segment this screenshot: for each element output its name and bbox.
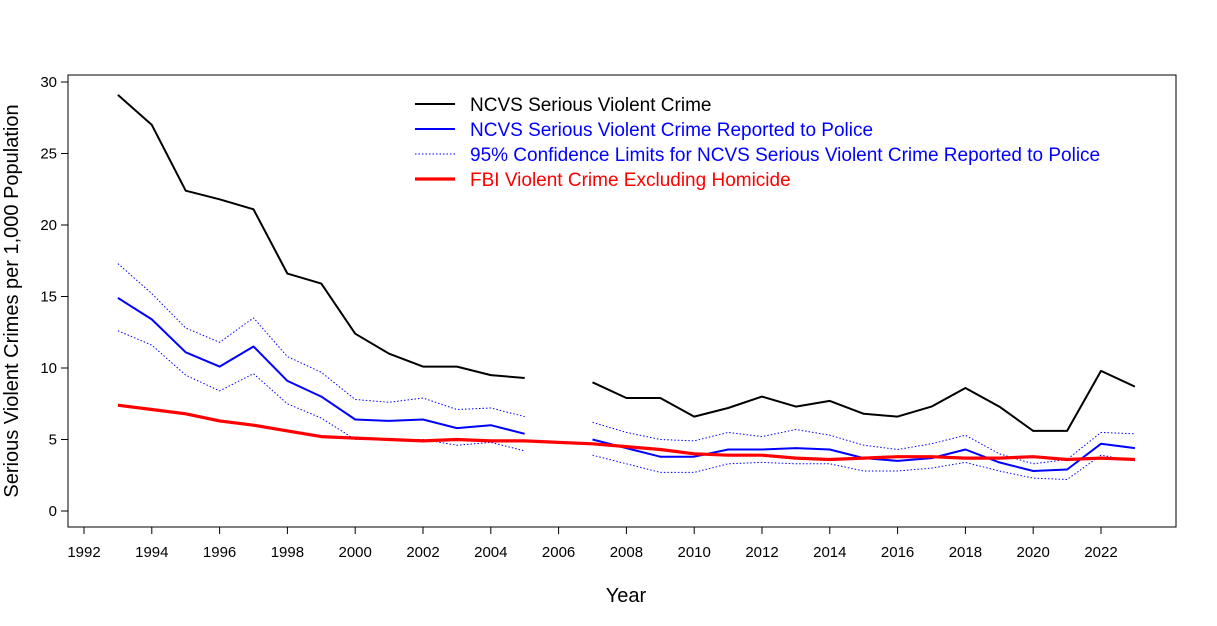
y-tick-label: 20 (40, 217, 57, 234)
x-tick-label: 1992 (67, 544, 100, 561)
x-tick-label: 2016 (881, 544, 914, 561)
series-line-1 (117, 94, 1136, 432)
y-tick-label: 5 (49, 432, 57, 449)
x-tick-label: 2008 (610, 544, 643, 561)
legend-label-2: NCVS Serious Violent Crime Reported to P… (470, 120, 873, 141)
x-axis-title: Year (606, 585, 647, 607)
y-axis-ticks: 0 5 10 15 20 25 30 (40, 74, 68, 520)
series-line-4 (117, 403, 1135, 462)
legend: NCVS Serious Violent Crime NCVS Serious V… (415, 95, 1100, 191)
series-layer (117, 94, 1136, 480)
y-tick-label: 30 (40, 74, 57, 91)
x-tick-label: 2000 (339, 544, 372, 561)
x-axis-ticks: 1992 1994 1996 1998 2000 2002 2004 2006 2008 2010… (67, 527, 1118, 561)
x-tick-label: 2004 (474, 544, 507, 561)
x-tick-label: 1996 (203, 544, 236, 561)
x-tick-label: 2020 (1017, 544, 1050, 561)
x-tick-label: 2012 (745, 544, 778, 561)
x-tick-label: 2018 (949, 544, 982, 561)
legend-label-4: FBI Violent Crime Excluding Homicide (470, 170, 791, 191)
x-tick-label: 2002 (406, 544, 439, 561)
x-tick-label: 2010 (678, 544, 711, 561)
x-tick-label: 2022 (1084, 544, 1117, 561)
series-line-3-lower (117, 330, 1135, 480)
x-tick-label: 2006 (542, 544, 575, 561)
legend-label-1: NCVS Serious Violent Crime (470, 95, 711, 116)
legend-label-3: 95% Confidence Limits for NCVS Serious V… (470, 145, 1100, 166)
y-tick-label: 10 (40, 360, 57, 377)
x-tick-label: 2014 (813, 544, 846, 561)
y-axis-title: Serious Violent Crimes per 1,000 Populat… (1, 104, 23, 497)
y-tick-label: 25 (40, 146, 57, 163)
y-tick-label: 0 (49, 503, 57, 520)
x-tick-label: 1994 (135, 544, 168, 561)
x-tick-label: 1998 (271, 544, 304, 561)
y-tick-label: 15 (40, 289, 57, 306)
series-line-3-upper (117, 263, 1135, 465)
